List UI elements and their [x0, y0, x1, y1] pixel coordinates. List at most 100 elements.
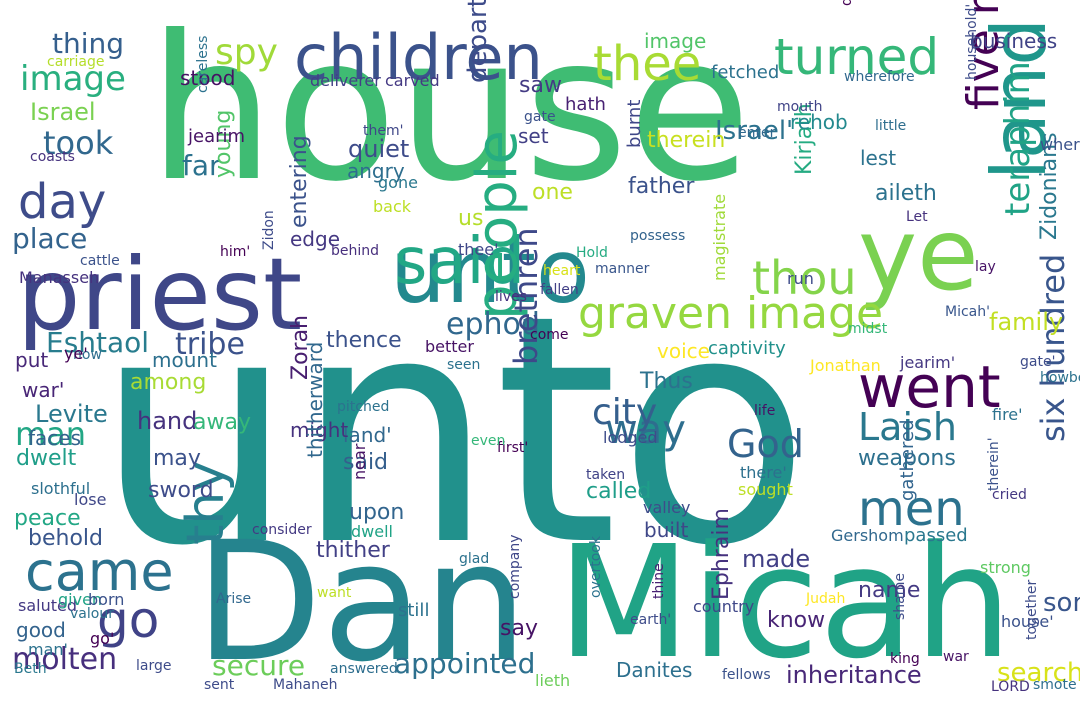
word: little — [875, 118, 907, 134]
word: Micah' — [945, 304, 990, 320]
word: wherein — [1040, 135, 1080, 154]
word: teraphim — [998, 61, 1038, 216]
word: lay — [975, 259, 996, 275]
word: house' — [1001, 612, 1054, 631]
word: hand — [137, 407, 198, 435]
word: entering — [287, 135, 312, 228]
word: men — [858, 481, 965, 537]
word: priest — [17, 236, 303, 353]
word: carved — [385, 71, 440, 90]
word: said — [394, 225, 525, 299]
word: lest — [860, 146, 897, 170]
word: smote — [1033, 677, 1077, 693]
word: fire' — [992, 405, 1023, 424]
word: captivity — [708, 338, 786, 359]
word: quiet — [348, 135, 410, 163]
word: lodged — [603, 428, 658, 447]
word: children — [294, 21, 543, 94]
word: aileth — [875, 181, 937, 206]
word: cried — [992, 487, 1027, 503]
word: search — [997, 658, 1080, 688]
word: ye' — [64, 344, 88, 363]
word: thine — [651, 563, 667, 599]
word: faces — [28, 426, 82, 450]
word: passed — [904, 525, 968, 546]
word: away — [193, 410, 251, 435]
word: Judah — [806, 591, 846, 607]
word: run — [787, 269, 814, 288]
word: together — [1024, 579, 1040, 640]
word: God — [727, 422, 804, 466]
word: fetched — [711, 62, 780, 83]
word: went — [858, 353, 1001, 421]
word: gate — [524, 109, 556, 125]
word: fellows — [722, 667, 771, 683]
word: enter — [738, 125, 776, 141]
word: thou — [752, 251, 857, 305]
word: slothful — [31, 479, 91, 498]
word: cattle — [80, 253, 120, 269]
word: sword — [148, 478, 214, 503]
word: gathered — [897, 419, 918, 501]
word: Zidon — [261, 210, 277, 250]
word: go — [97, 591, 160, 649]
word: strong — [980, 558, 1031, 577]
word: upon — [349, 500, 405, 525]
word: still — [398, 600, 430, 621]
word: voice — [657, 339, 710, 363]
word: near — [350, 443, 369, 480]
word: thither — [316, 538, 390, 563]
word: Danites — [616, 658, 693, 682]
word: among — [130, 370, 207, 395]
word: life — [754, 403, 776, 419]
word: us — [458, 206, 484, 231]
word: appointed — [394, 647, 536, 680]
word: possess — [630, 228, 686, 244]
word: Arise — [216, 591, 252, 607]
word: war — [943, 649, 969, 665]
word: put — [15, 348, 49, 372]
word: household' — [964, 3, 980, 80]
word: back — [373, 197, 412, 216]
word: born — [88, 590, 125, 609]
word: answered — [330, 661, 398, 677]
word: Manasseh — [19, 268, 100, 287]
word: made — [742, 545, 811, 573]
word: coasts — [30, 149, 75, 165]
word: ephod — [446, 307, 540, 342]
word: set — [518, 124, 549, 148]
word: sent — [204, 677, 235, 693]
word: way — [605, 407, 686, 453]
word: business — [970, 29, 1058, 53]
word: peace — [14, 506, 81, 531]
word: fallen — [540, 282, 579, 298]
word: good — [16, 618, 66, 642]
word: man' — [28, 640, 68, 659]
word: Mahaneh — [273, 677, 338, 693]
word: howbeit — [1040, 370, 1080, 386]
word: Jonathan — [810, 356, 881, 375]
word: want — [317, 585, 352, 601]
word: know — [767, 608, 826, 633]
word: LORD — [991, 679, 1030, 695]
word: land' — [343, 423, 392, 447]
word: lose — [74, 490, 107, 509]
word: Let — [906, 209, 928, 225]
word: came — [25, 540, 174, 603]
word: Thus — [640, 369, 693, 394]
word: six hundred — [1034, 253, 1072, 442]
word: valley — [643, 498, 691, 517]
word: turned — [774, 28, 940, 86]
word: large — [136, 658, 172, 674]
word: mouth — [777, 99, 823, 115]
word: might — [290, 418, 349, 442]
word: even — [471, 433, 506, 449]
word: inheritance — [786, 661, 922, 689]
word: saluted — [18, 596, 77, 615]
word: pitched — [337, 399, 390, 415]
word: go' — [90, 629, 115, 648]
word: therein — [647, 128, 726, 153]
word: molten — [12, 642, 118, 677]
word: earth' — [630, 612, 672, 628]
word: careless — [195, 35, 211, 93]
